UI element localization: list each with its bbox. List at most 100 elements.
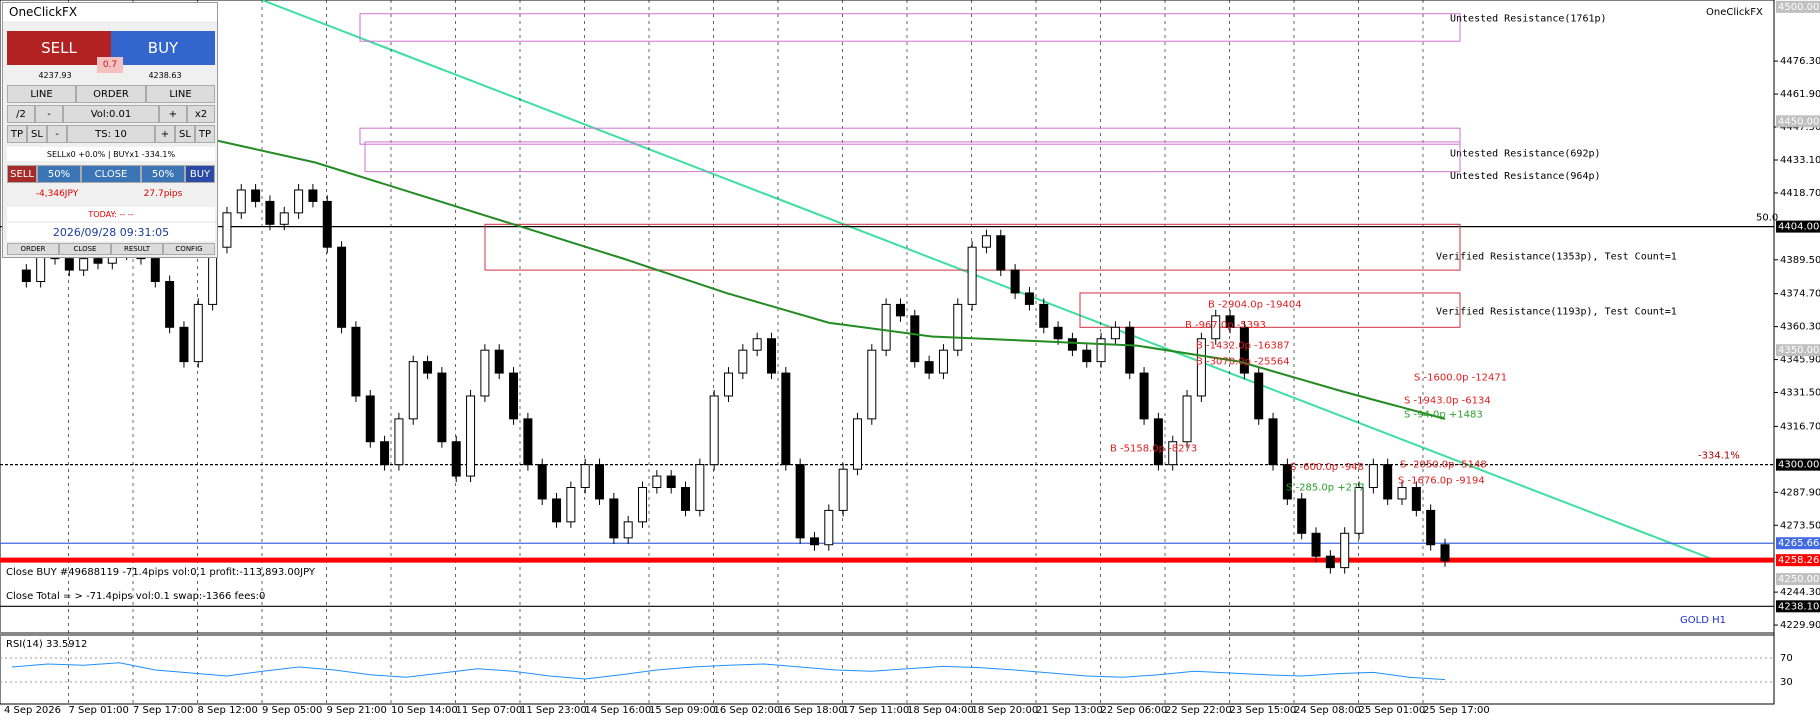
zone-label: Verified Resistance(1193p), Test Count=1 [1436,306,1677,317]
candle [236,189,246,214]
y-tick-label: 4229.90 [1780,620,1820,631]
candle [1168,441,1178,466]
panel-button[interactable]: CLOSE [81,165,141,183]
panel-button[interactable]: LINE [7,85,76,103]
candle [1039,303,1049,328]
plot-frame [0,0,1775,705]
panel-button[interactable]: RESULT [111,243,163,255]
panel-button[interactable]: SL [27,125,47,143]
panel-button[interactable]: Vol:0.01 [63,105,159,123]
candle [1053,326,1063,340]
candle [895,303,905,317]
candle [394,418,404,466]
candle [1196,338,1206,397]
panel-button[interactable]: + [159,105,187,123]
price-box [1776,458,1820,471]
level-label: 50.0 [1756,212,1778,223]
candle [910,315,920,363]
datetime: 2026/09/28 09:31:05 [7,223,215,241]
trade-label: B -5158.0p -8273 [1110,444,1197,455]
candle [509,372,519,420]
panel-button[interactable]: + [155,125,175,143]
panel-button[interactable]: ORDER [7,243,59,255]
panel-button[interactable]: TS: 10 [67,125,155,143]
panel-button[interactable]: TP [7,125,27,143]
zone-label: Untested Resistance(692p) [1450,148,1601,159]
candle [265,200,275,225]
candle [852,418,862,470]
candle [494,349,504,374]
candle [1325,555,1335,569]
y-tick-label: 4447.50 [1780,122,1820,133]
zone [364,141,1461,173]
y-tick-label: 4374.70 [1780,289,1820,300]
candle [1239,326,1249,374]
x-tick-label: 8 Sep 12:00 [198,705,258,716]
candle [566,487,576,523]
panel-button[interactable]: x2 [187,105,215,123]
candle [1225,315,1235,328]
x-tick-label: 7 Sep 01:00 [69,705,129,716]
trade-label: B -967.0p -5393 [1185,320,1266,331]
panel-button[interactable]: CONFIG [163,243,215,255]
x-tick-label: 7 Sep 17:00 [133,705,193,716]
panel-button[interactable]: /2 [7,105,35,123]
panel-button[interactable]: CLOSE [59,243,111,255]
candle [824,509,834,546]
spread: 0.7 [97,57,123,73]
candle [652,475,662,489]
panel-button[interactable]: - [47,125,67,143]
candle [1096,338,1106,363]
message: Close BUY #49688119 -71.4pips vol:0.1 pr… [6,567,316,578]
candle [967,246,977,305]
candle [666,475,676,489]
x-tick-label: 22 Sep 22:00 [1165,705,1232,716]
panel-button[interactable]: SELL [7,165,37,183]
candle [752,338,762,351]
candle [322,200,332,248]
price-box-label: 4350.00 [1778,345,1819,356]
ask: 4238.63 [148,70,182,80]
candle [165,281,175,328]
candle [1067,338,1077,351]
message: Close Total = > -71.4pips vol:0.1 swap:-… [6,591,265,602]
x-tick-label: 15 Sep 09:00 [649,705,716,716]
price-box [1776,220,1820,233]
candle [623,521,633,539]
candle [595,464,605,500]
panel-button[interactable]: BUY [185,165,215,183]
x-tick-label: 24 Sep 08:00 [1294,705,1361,716]
panel-button[interactable]: TP [195,125,215,143]
candle [1268,418,1278,466]
panel-button[interactable]: 50% [37,165,81,183]
buy-button[interactable]: BUY [111,31,215,65]
sell-button[interactable]: SELL [7,31,111,65]
rsi-tick-label: 30 [1780,677,1793,688]
panel-button[interactable]: 50% [141,165,185,183]
candle [537,464,547,500]
bid: 4237.93 [38,70,72,80]
panel-button[interactable]: - [35,105,63,123]
candle [1411,487,1421,511]
candle [981,235,991,248]
y-tick-label: 4433.10 [1780,155,1820,166]
price-box-label: 4250.00 [1778,574,1819,585]
candle [437,372,447,443]
panel-button[interactable]: SL [175,125,195,143]
candle [795,464,805,539]
trade-label: S -1600.0p -12471 [1414,373,1507,384]
panel-button[interactable]: ORDER [76,85,146,103]
candle [838,468,848,511]
price-box [1776,554,1820,567]
y-tick-label: 4360.30 [1780,322,1820,333]
candle [1368,464,1378,489]
candle [1211,315,1221,340]
trade-label: S -600.0p -948 [1290,462,1364,473]
zone-label: Untested Resistance(1761p) [1450,13,1607,24]
candle [738,349,748,374]
x-tick-label: 23 Sep 15:00 [1230,705,1297,716]
panel-button[interactable]: LINE [146,85,215,103]
y-tick-label: 4389.50 [1780,255,1820,266]
candle [681,487,691,511]
